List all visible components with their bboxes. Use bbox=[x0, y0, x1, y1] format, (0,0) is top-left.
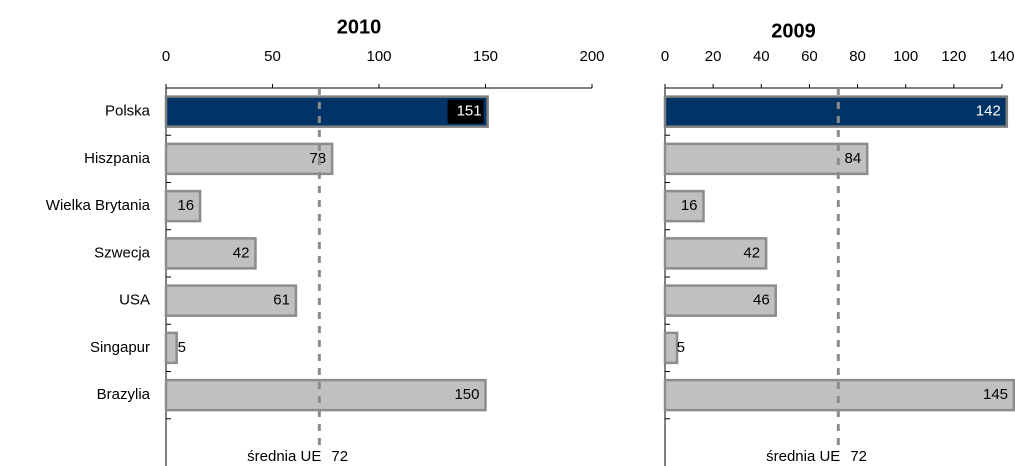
value-label: 16 bbox=[681, 197, 698, 214]
bar bbox=[164, 378, 487, 412]
value-label: 5 bbox=[677, 339, 685, 356]
value-label: 61 bbox=[273, 292, 290, 309]
x-tick-label: 50 bbox=[264, 48, 281, 65]
y-tick-label: Brazylia bbox=[97, 386, 151, 403]
y-tick-label: Hiszpania bbox=[84, 150, 151, 167]
annotation-value: 72 bbox=[850, 448, 867, 465]
bar bbox=[164, 237, 257, 270]
bar bbox=[164, 189, 202, 223]
bar bbox=[663, 284, 777, 317]
value-label: 42 bbox=[743, 244, 760, 261]
value-label: 84 bbox=[845, 150, 862, 167]
chart-title: 2010 bbox=[337, 16, 382, 38]
y-tick-label: Singapur bbox=[90, 339, 150, 356]
bar bbox=[663, 142, 869, 176]
x-tick-label: 0 bbox=[661, 48, 669, 65]
x-tick-label: 150 bbox=[473, 48, 498, 65]
value-label: 150 bbox=[454, 386, 479, 403]
x-tick-label: 0 bbox=[162, 48, 170, 65]
y-tick-label: USA bbox=[119, 292, 150, 309]
x-tick-label: 20 bbox=[705, 48, 722, 65]
value-label: 16 bbox=[177, 197, 194, 214]
label-box bbox=[447, 99, 484, 124]
annotation-value: 72 bbox=[331, 448, 348, 465]
x-tick-label: 80 bbox=[849, 48, 866, 65]
value-label: 78 bbox=[309, 150, 326, 167]
x-tick-label: 200 bbox=[579, 48, 604, 65]
x-tick-label: 40 bbox=[753, 48, 770, 65]
bar bbox=[663, 95, 1009, 128]
value-label: 142 bbox=[976, 103, 1001, 120]
y-tick-label: Polska bbox=[105, 103, 151, 120]
bar bbox=[663, 331, 679, 365]
bar bbox=[164, 331, 178, 365]
chart-title: 2009 bbox=[771, 20, 816, 42]
x-tick-label: 140 bbox=[989, 48, 1014, 65]
value-label: 151 bbox=[457, 103, 482, 120]
annotation-label: średnia UE bbox=[247, 448, 321, 465]
bar bbox=[164, 284, 298, 317]
bar bbox=[164, 142, 334, 176]
bar bbox=[164, 95, 489, 128]
value-label: 46 bbox=[753, 292, 770, 309]
annotation-label: średnia UE bbox=[766, 448, 840, 465]
bar bbox=[663, 189, 705, 223]
value-label: 42 bbox=[233, 244, 250, 261]
value-label: 145 bbox=[983, 386, 1008, 403]
x-tick-label: 100 bbox=[366, 48, 391, 65]
bar bbox=[663, 237, 768, 270]
x-tick-label: 60 bbox=[801, 48, 818, 65]
y-tick-label: Szwecja bbox=[94, 244, 151, 261]
x-tick-label: 100 bbox=[893, 48, 918, 65]
value-label: 5 bbox=[178, 339, 186, 356]
y-tick-label: Wielka Brytania bbox=[46, 197, 151, 214]
x-tick-label: 120 bbox=[941, 48, 966, 65]
